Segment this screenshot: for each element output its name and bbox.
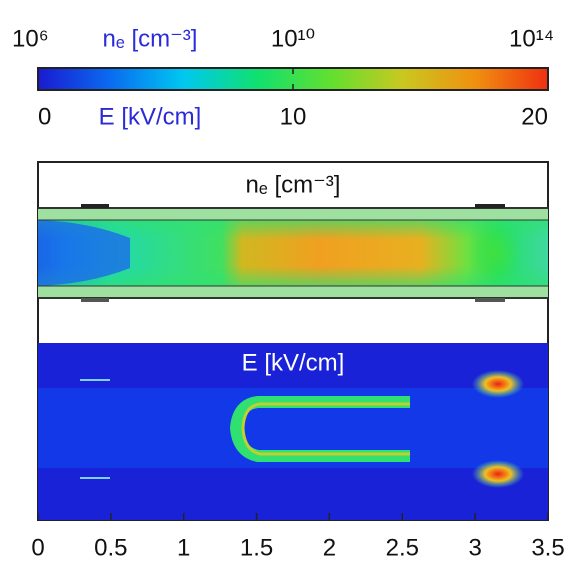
e-hotspot bbox=[472, 460, 524, 488]
colorbar-tick-label: 10 bbox=[280, 103, 307, 130]
electrode bbox=[475, 298, 505, 302]
colorbar-tick-label: 10¹⁴ bbox=[509, 25, 554, 52]
panel-title: E [kV/cm] bbox=[242, 349, 345, 376]
ne-low bbox=[38, 220, 130, 286]
electrode bbox=[81, 298, 109, 302]
colorbar-tick-label: 0 bbox=[38, 103, 51, 130]
e-front-core bbox=[241, 402, 410, 456]
x-tick-label: 0.5 bbox=[94, 534, 127, 561]
electrode bbox=[475, 204, 505, 208]
x-tick-label: 2.5 bbox=[386, 534, 419, 561]
x-tick-label: 0 bbox=[31, 534, 44, 561]
ne-label: nₑ [cm⁻³] bbox=[103, 25, 198, 52]
ne-blob bbox=[468, 220, 520, 286]
colorbar-labels: nₑ [cm⁻³] E [kV/cm] bbox=[99, 25, 202, 130]
x-tick-label: 1 bbox=[177, 534, 190, 561]
e-hotspot bbox=[472, 370, 524, 398]
panel-title: nₑ [cm⁻³] bbox=[246, 171, 341, 198]
e-front bbox=[229, 396, 410, 462]
e-electrode-edge bbox=[80, 379, 110, 479]
colorbar-tick-label: 10¹⁰ bbox=[271, 25, 315, 52]
x-tick-label: 3.5 bbox=[531, 534, 564, 561]
panels: nₑ [cm⁻³] E [kV/cm] bbox=[37, 161, 549, 521]
colorbar-tick-label: 20 bbox=[521, 103, 548, 130]
x-tick-label: 2 bbox=[323, 534, 336, 561]
x-tick-label: 1.5 bbox=[240, 534, 273, 561]
colorbar-tick-label: 10⁶ bbox=[12, 25, 49, 52]
e-label: E [kV/cm] bbox=[99, 103, 202, 130]
x-tick-label: 3 bbox=[468, 534, 481, 561]
electrode bbox=[81, 204, 109, 208]
